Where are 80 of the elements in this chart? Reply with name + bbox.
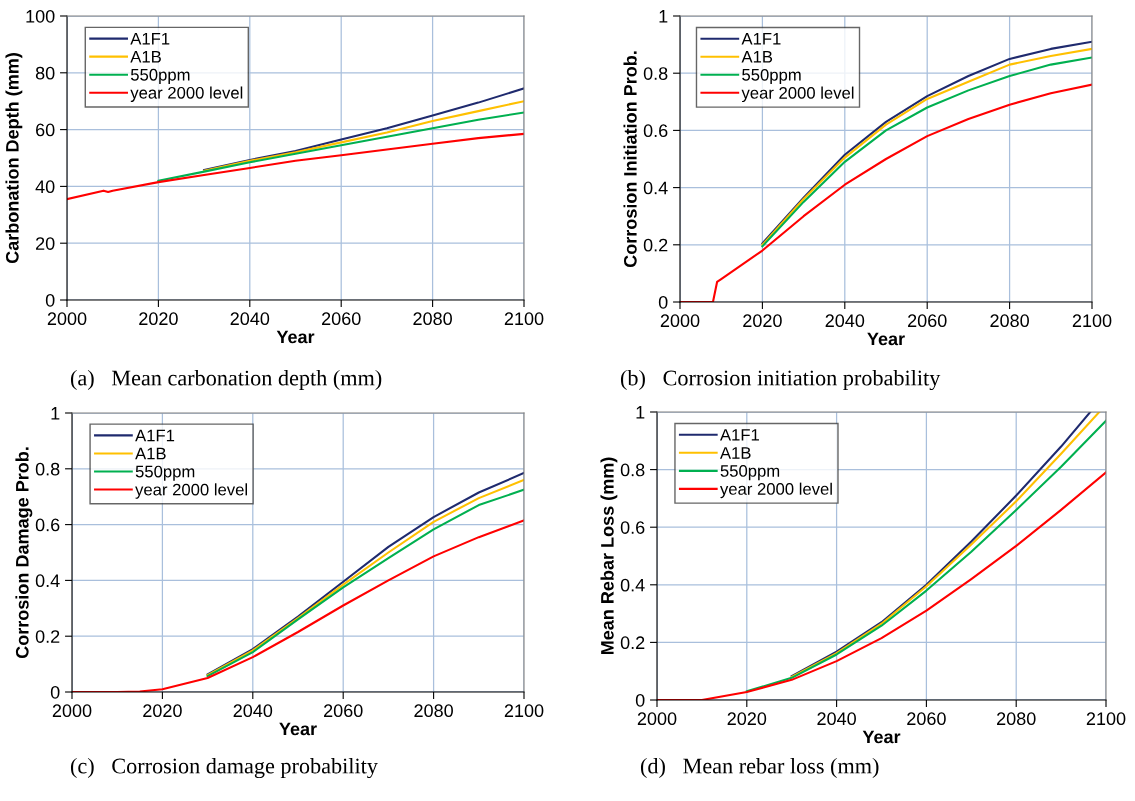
y-axis-title: Carbonation Depth (mm) bbox=[5, 53, 23, 264]
y-tick-label: 0 bbox=[658, 295, 668, 309]
text: (a) Mean carbonation depth (mm) bbox=[70, 369, 382, 391]
x-tick-label: 2100 bbox=[504, 312, 544, 326]
line-series bbox=[203, 87, 524, 171]
y-tick-label: 0.2 bbox=[643, 238, 668, 252]
legend-label: A1B bbox=[741, 51, 773, 63]
x-tick-label: 2080 bbox=[990, 314, 1029, 328]
y-tick-label: 1 bbox=[51, 407, 60, 420]
x-tick-label: 2060 bbox=[907, 712, 946, 726]
y-tick-label: 0.4 bbox=[643, 181, 668, 195]
y-tick-label: 0 bbox=[635, 693, 645, 707]
x-tick-label: 2020 bbox=[727, 712, 767, 726]
y-tick-label: 0.6 bbox=[643, 124, 668, 138]
y-tick-label: 0.2 bbox=[620, 636, 645, 650]
y-axis-title: Corrosion Damage Prob. bbox=[15, 447, 33, 659]
legend-label: A1F1 bbox=[741, 33, 781, 45]
legend-label: 550ppm bbox=[742, 68, 801, 85]
y-tick-label: 40 bbox=[35, 180, 55, 194]
y-axis-title: Mean Rebar Loss (mm) bbox=[600, 457, 618, 655]
x-tick-label: 2040 bbox=[817, 712, 856, 726]
text: (d) Mean rebar loss (mm) bbox=[640, 757, 879, 779]
x-tick-label: 2000 bbox=[660, 314, 700, 328]
x-tick-label: 2080 bbox=[413, 312, 452, 326]
legend-label: A1F1 bbox=[135, 429, 175, 442]
x-tick-label: 2060 bbox=[908, 314, 947, 328]
y-tick-label: 1 bbox=[659, 10, 668, 23]
x-tick-label: 2000 bbox=[637, 712, 677, 726]
y-tick-label: 20 bbox=[36, 237, 55, 250]
legend-label: A1F1 bbox=[719, 429, 759, 441]
text: (b) Corrosion initiation probability bbox=[620, 369, 941, 391]
line-series bbox=[67, 132, 524, 201]
y-tick-label: 0.4 bbox=[35, 574, 60, 588]
text: (c) Corrosion damage probability bbox=[70, 757, 378, 779]
y-tick-label: 0.8 bbox=[643, 67, 668, 80]
legend-label: 550ppm bbox=[135, 465, 195, 481]
legend-label: A1B bbox=[719, 447, 751, 459]
y-tick-label: 0.4 bbox=[620, 578, 645, 592]
x-tick-label: 2040 bbox=[825, 314, 865, 328]
x-tick-label: 2040 bbox=[233, 704, 273, 718]
legend-label: year 2000 level bbox=[130, 86, 243, 103]
y-tick-label: 0 bbox=[50, 685, 60, 699]
line-series bbox=[203, 100, 524, 172]
line-series bbox=[157, 111, 524, 182]
legend-label: 550ppm bbox=[720, 465, 780, 481]
x-tick-label: 2080 bbox=[414, 704, 453, 718]
legend-label: year 2000 level bbox=[720, 482, 832, 499]
x-tick-label: 2000 bbox=[47, 312, 87, 326]
y-tick-label: 0.8 bbox=[620, 463, 645, 477]
x-tick-label: 2100 bbox=[1086, 712, 1126, 726]
legend-label: 550ppm bbox=[130, 68, 190, 84]
y-tick-label: 0.6 bbox=[620, 521, 645, 534]
x-tick-label: 2020 bbox=[743, 314, 782, 328]
x-tick-label: 2100 bbox=[1072, 314, 1112, 328]
y-tick-label: 0 bbox=[45, 293, 55, 307]
y-tick-label: 1 bbox=[636, 406, 645, 419]
y-tick-label: 100 bbox=[26, 9, 55, 23]
y-tick-label: 0.6 bbox=[35, 518, 60, 532]
y-tick-label: 60 bbox=[36, 123, 55, 137]
x-tick-label: 2020 bbox=[139, 312, 178, 326]
x-tick-label: 2060 bbox=[324, 704, 363, 718]
y-tick-label: 0.8 bbox=[35, 462, 60, 476]
x-tick-label: 2020 bbox=[143, 704, 182, 718]
legend-label: year 2000 level bbox=[741, 86, 854, 103]
y-tick-label: 80 bbox=[35, 66, 55, 80]
x-axis-title: Year bbox=[279, 722, 317, 736]
legend-label: year 2000 level bbox=[135, 483, 247, 499]
legend-label: A1F1 bbox=[130, 32, 170, 45]
legend-label: A1B bbox=[135, 447, 166, 460]
x-tick-label: 2040 bbox=[230, 312, 270, 326]
x-tick-label: 2080 bbox=[997, 712, 1036, 726]
x-tick-label: 2000 bbox=[52, 704, 92, 718]
x-tick-label: 2100 bbox=[504, 704, 544, 718]
x-axis-title: Year bbox=[867, 332, 905, 346]
x-axis-title: Year bbox=[276, 330, 315, 344]
x-tick-label: 2060 bbox=[322, 312, 361, 326]
y-tick-label: 0.2 bbox=[35, 630, 60, 643]
y-axis-title: Corrosion Initiation Prob. bbox=[623, 51, 637, 268]
x-axis-title: Year bbox=[862, 730, 901, 744]
legend-label: A1B bbox=[130, 51, 161, 63]
